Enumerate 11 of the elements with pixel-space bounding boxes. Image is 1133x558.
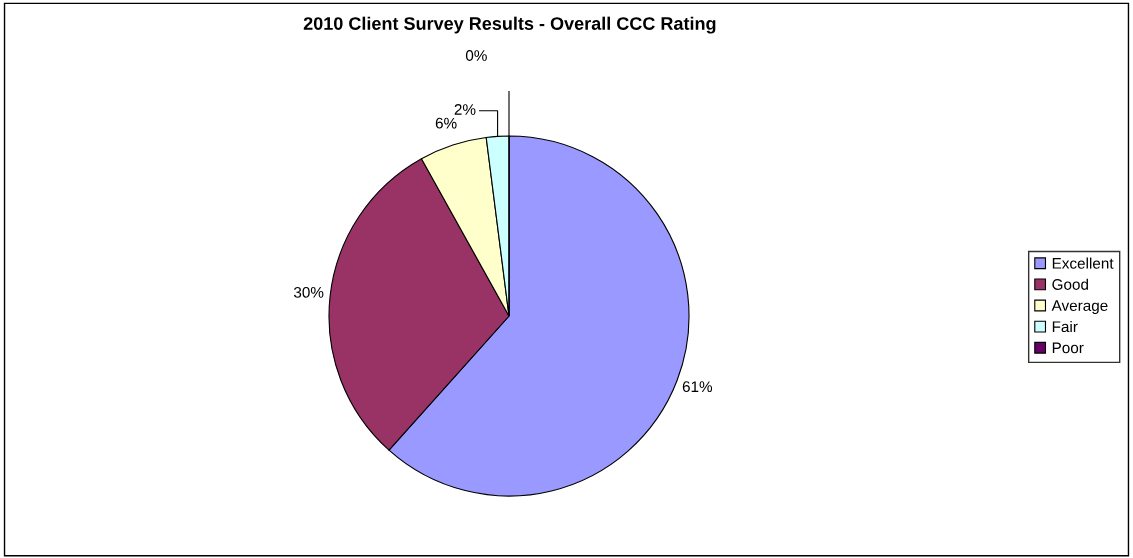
text: 0% [465,50,487,61]
data-label: 2% [454,104,476,115]
legend-label: Good [1052,278,1088,290]
legend-label: Poor [1052,342,1084,354]
data-label: 6% [435,117,457,129]
data-label: 30% [293,286,324,298]
legend-label: Fair [1052,320,1078,333]
chart-title: 2010 Client Survey Results - Overall CCC Rating [303,16,716,34]
legend-label: Average [1051,300,1108,315]
data-label: 61% [682,381,713,393]
legend-label: Excellent [1052,257,1114,269]
